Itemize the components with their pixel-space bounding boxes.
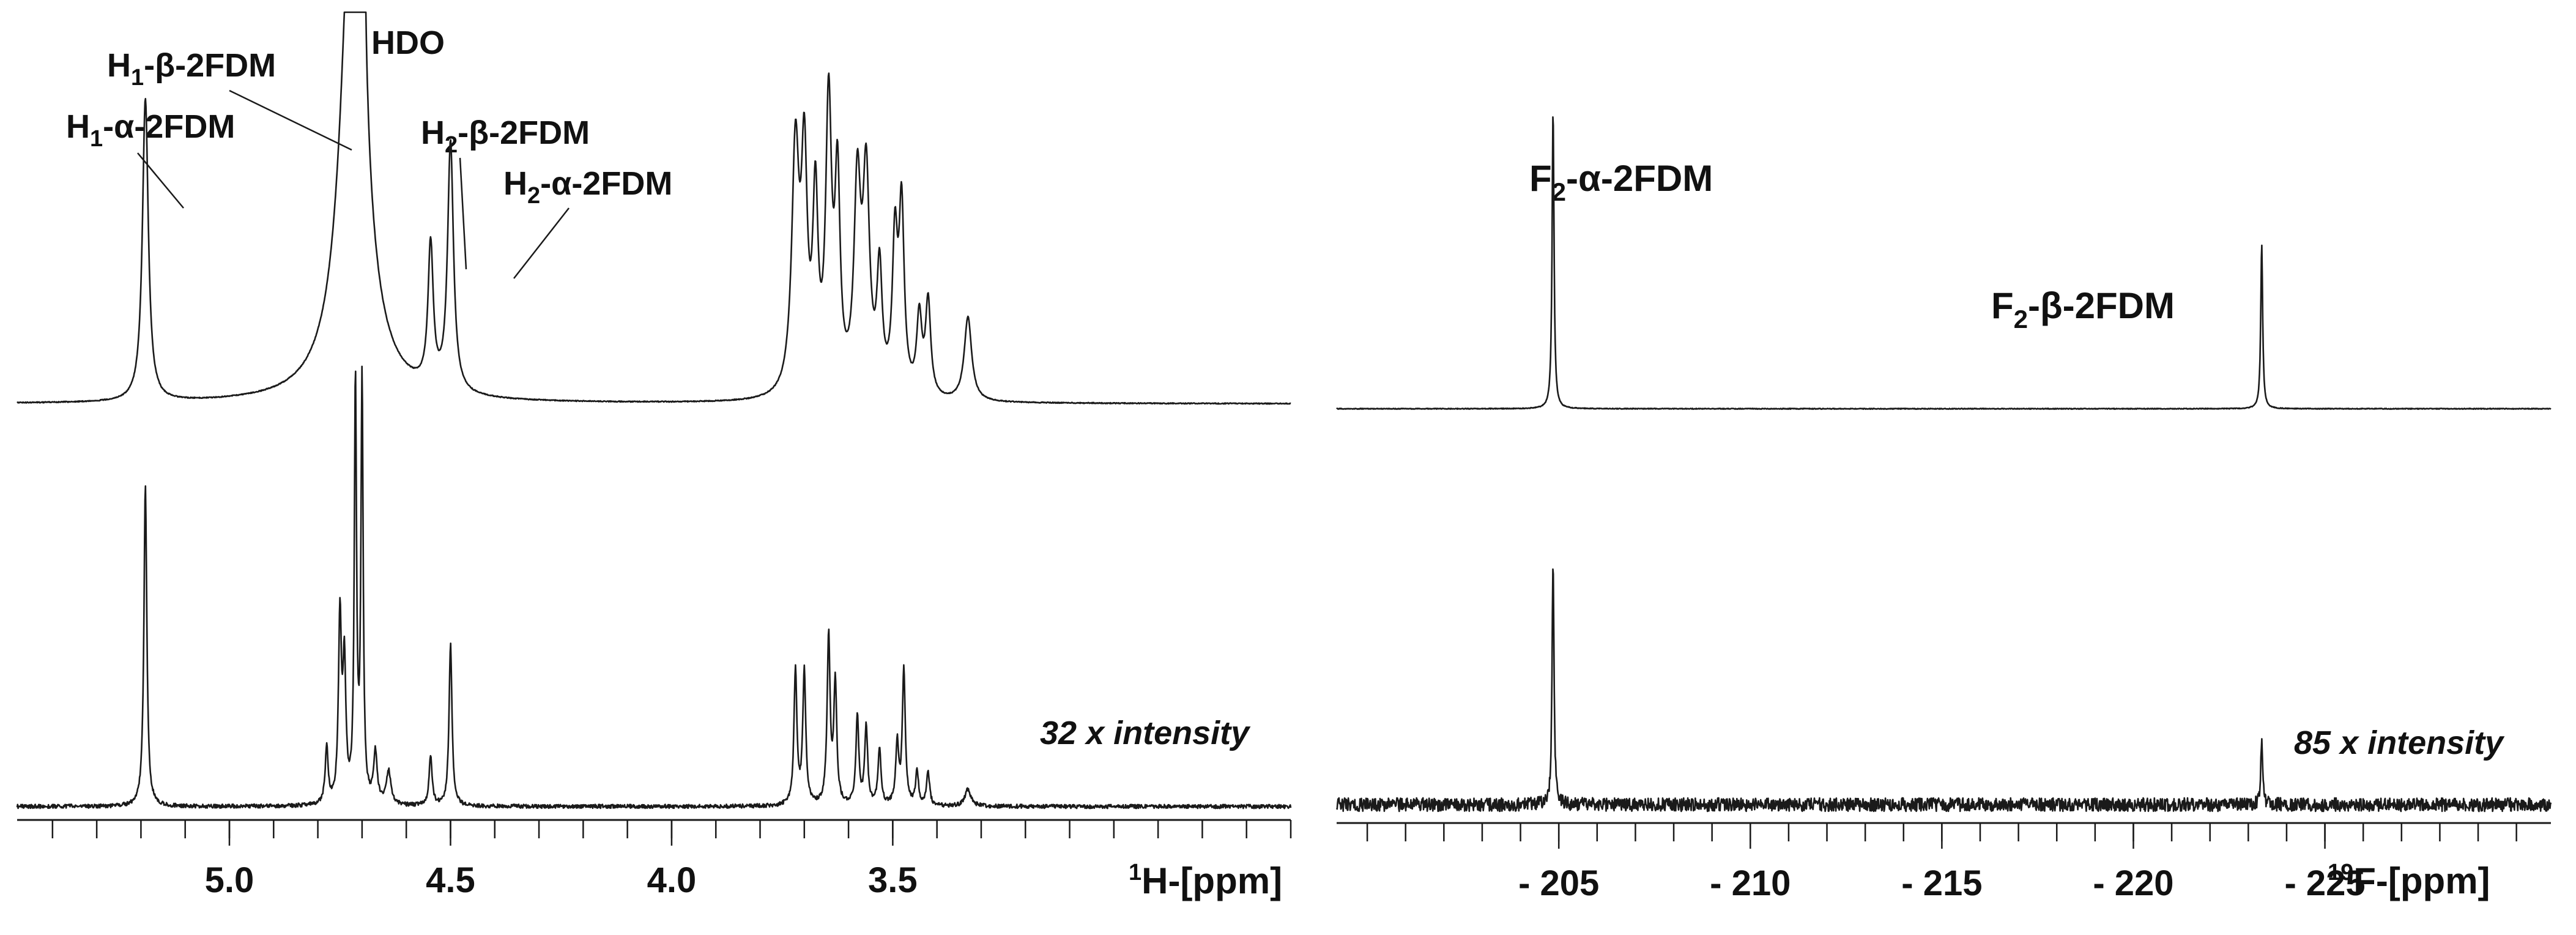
f19-upper-spectrum-trace <box>1336 116 2552 410</box>
f19-tick-label: - 220 <box>2093 863 2173 903</box>
arrow-h2-beta <box>459 157 467 270</box>
h1-spectrum-panel: 5.0 4.5 4.0 3.5 H1-α-2FDM H1-β-2FDM HDO H2-… <box>16 11 1292 901</box>
h1-tick-label: 4.5 <box>426 860 475 900</box>
annotation-h1-beta: H1-β-2FDM <box>107 47 276 91</box>
f19-lower-spectrum-trace <box>1335 568 2552 813</box>
f19-tick-label: - 210 <box>1710 863 1791 903</box>
f19-tick-label: - 205 <box>1518 863 1599 903</box>
annotation-hdo: HDO <box>371 24 445 61</box>
arrow-h2-alpha <box>513 207 570 279</box>
axis-label-h1: 1H-[ppm] <box>1129 860 1282 901</box>
f19-tick-label: - 225 <box>2284 863 2365 903</box>
annotation-f2-alpha: F2-α-2FDM <box>1529 158 1713 206</box>
h1-tick-label: 5.0 <box>205 860 254 900</box>
annotation-h1-alpha: H1-α-2FDM <box>66 108 235 152</box>
h1-tick-label: 4.0 <box>647 860 697 900</box>
arrow-h1-beta <box>229 89 352 151</box>
scale-note-h1: 32 x intensity <box>1040 715 1251 751</box>
h1-axis-ticks: 5.0 4.5 4.0 3.5 <box>51 820 1292 900</box>
annotation-h2-beta: H2-β-2FDM <box>421 114 590 158</box>
arrow-h1-alpha <box>137 152 184 209</box>
scale-note-f19: 85 x intensity <box>2294 725 2505 761</box>
f19-tick-label: - 215 <box>1901 863 1982 903</box>
h1-lower-spectrum-trace <box>16 365 1292 810</box>
f19-axis-ticks: - 205 - 210 - 215 - 220 - 225 <box>1366 823 2517 903</box>
h1-tick-label: 3.5 <box>868 860 918 900</box>
annotation-h2-alpha: H2-α-2FDM <box>503 165 672 209</box>
annotation-f2-beta: F2-β-2FDM <box>1991 285 2175 333</box>
axis-label-f19: 19F-[ppm] <box>2328 860 2490 901</box>
h1-upper-spectrum-trace <box>17 11 1291 405</box>
f19-spectrum-panel: - 205 - 210 - 215 - 220 - 225 F2-α-2FDM F2-β… <box>1335 116 2552 903</box>
